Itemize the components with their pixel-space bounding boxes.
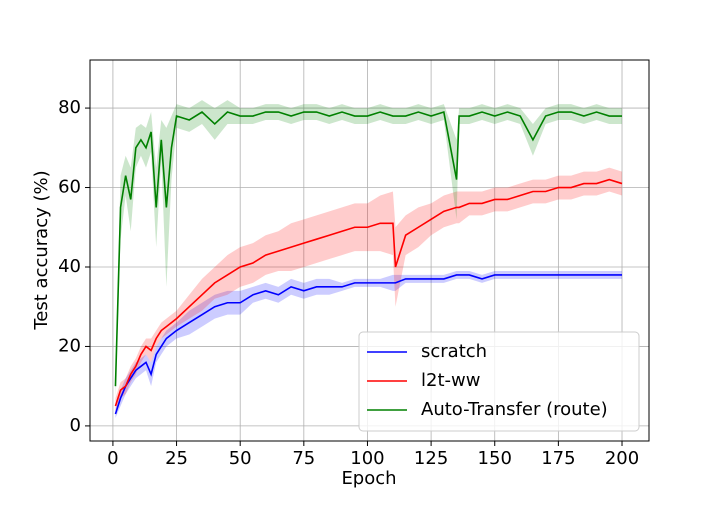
x-tick-label: 50 — [229, 448, 252, 469]
y-tick-label: 0 — [70, 415, 81, 436]
x-tick-label: 175 — [541, 448, 575, 469]
line — [114, 111, 623, 387]
line — [114, 178, 623, 407]
y-tick-label: 40 — [58, 256, 81, 277]
x-tick-label: 150 — [478, 448, 512, 469]
legend-label: l2t-ww — [421, 370, 480, 391]
legend-label: scratch — [421, 341, 487, 362]
legend-box — [358, 331, 640, 432]
x-tick-label: 75 — [292, 448, 315, 469]
plot-frame — [89, 59, 650, 442]
x-tick-label: 25 — [165, 448, 188, 469]
y-tick-label: 80 — [58, 97, 81, 118]
x-tick-label: 100 — [350, 448, 384, 469]
x-axis-label: Epoch — [341, 468, 396, 489]
y-axis-label: Test accuracy (%) — [31, 170, 52, 330]
line — [114, 274, 623, 415]
x-tick-label: 125 — [414, 448, 448, 469]
legend-label: Auto-Transfer (route) — [421, 399, 608, 420]
spread-band — [115, 167, 623, 414]
spread-band — [115, 270, 623, 418]
y-tick-label: 20 — [58, 335, 81, 356]
x-tick-label: 0 — [107, 448, 118, 469]
y-tick-label: 60 — [58, 177, 81, 198]
x-tick-label: 200 — [605, 448, 639, 469]
spread-band — [115, 100, 623, 399]
